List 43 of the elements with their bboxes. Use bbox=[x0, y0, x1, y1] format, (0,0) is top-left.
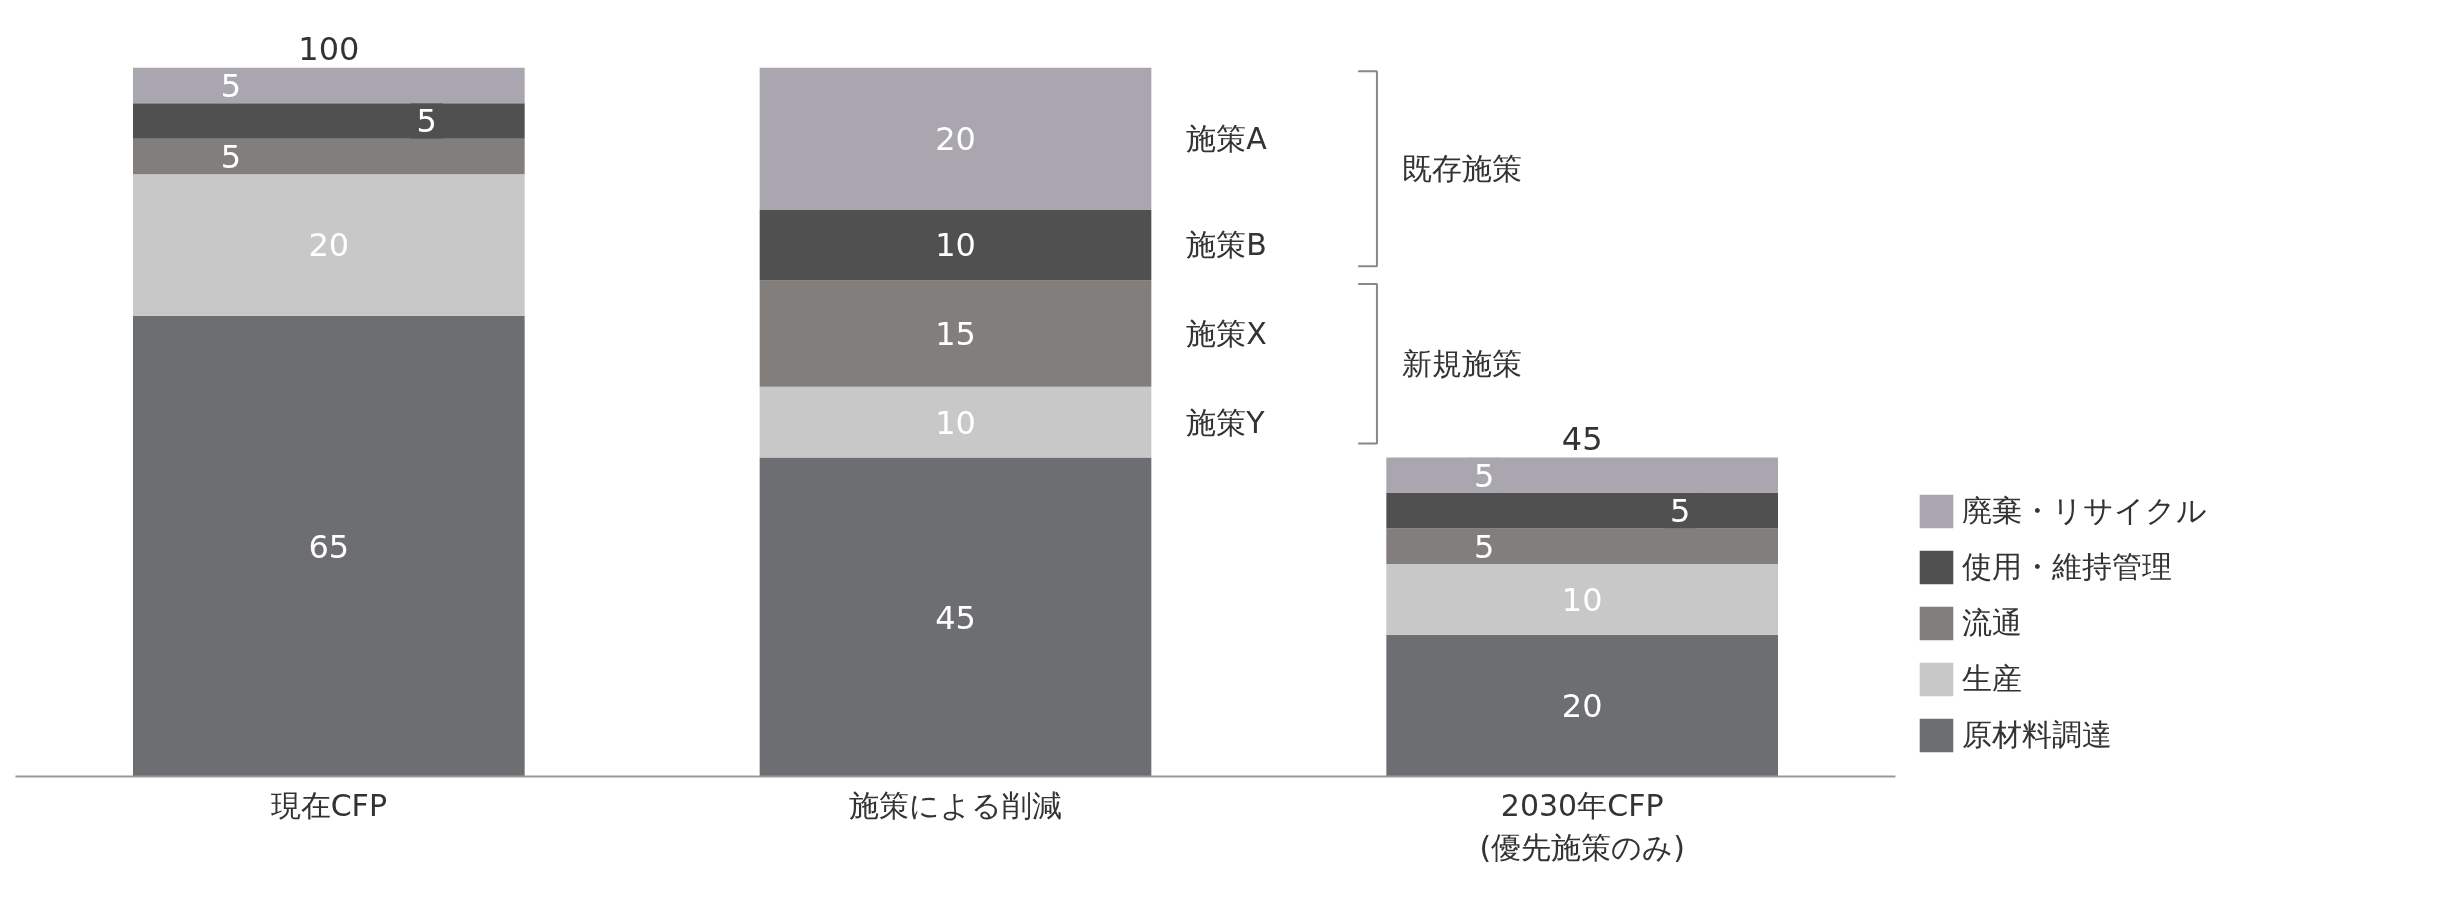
data-label: 5 bbox=[1474, 456, 1495, 495]
annotation: 施策A bbox=[1186, 121, 1268, 157]
bar bbox=[133, 103, 525, 139]
annotation: 施策Y bbox=[1186, 404, 1266, 440]
bar bbox=[133, 315, 525, 777]
data-label: 5 bbox=[220, 67, 242, 106]
bar bbox=[1386, 563, 1778, 635]
annotation: 新規施策 bbox=[1401, 346, 1522, 382]
annotation: 施策B bbox=[1186, 227, 1267, 263]
bar bbox=[133, 174, 525, 316]
bar bbox=[1386, 634, 1778, 777]
annotation: 施策X bbox=[1186, 316, 1267, 352]
bar bbox=[1386, 528, 1778, 564]
x-tick-label: 施策による削減 bbox=[849, 787, 1062, 823]
data-label: 5 bbox=[416, 102, 437, 141]
bar bbox=[759, 67, 1152, 210]
x-tick-label: 2030年CFP (優先施策のみ) bbox=[1479, 787, 1685, 865]
total-label: 45 bbox=[1561, 419, 1603, 458]
annotation: 既存施策 bbox=[1401, 151, 1522, 187]
data-label: 20 bbox=[1561, 687, 1603, 726]
data-label: 20 bbox=[935, 120, 976, 159]
legend-label: 使用・維持管理 bbox=[1962, 547, 2172, 586]
data-label: 5 bbox=[1669, 492, 1691, 531]
bar bbox=[1386, 493, 1778, 529]
bar bbox=[1386, 457, 1778, 494]
bar bbox=[759, 280, 1152, 387]
bar bbox=[133, 138, 525, 175]
bar bbox=[133, 67, 525, 104]
data-label: 15 bbox=[935, 315, 976, 354]
data-label: 5 bbox=[1474, 527, 1495, 566]
bar bbox=[759, 386, 1152, 458]
legend-label: 原材料調達 bbox=[1962, 715, 2112, 754]
data-label: 10 bbox=[935, 226, 976, 265]
legend-label: 生産 bbox=[1962, 659, 2022, 698]
bar bbox=[759, 457, 1152, 777]
data-label: 5 bbox=[220, 137, 242, 176]
data-label: 45 bbox=[935, 598, 976, 637]
bar bbox=[759, 209, 1152, 281]
total-label: 100 bbox=[298, 29, 360, 68]
legend-label: 流通 bbox=[1962, 603, 2022, 642]
data-label: 65 bbox=[308, 527, 350, 566]
x-tick-label: 現在CFP bbox=[270, 787, 387, 823]
legend-label: 廃棄・リサイクル bbox=[1962, 491, 2207, 530]
